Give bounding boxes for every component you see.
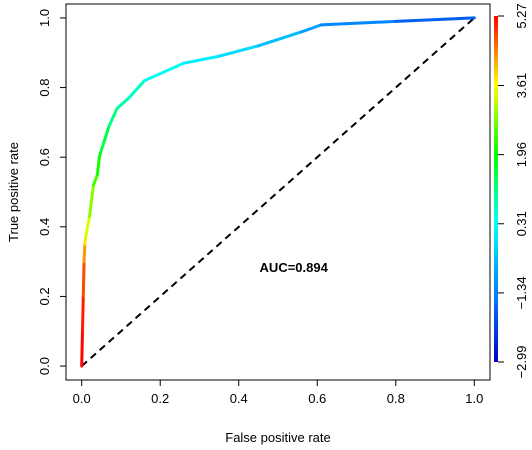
colorbar-tick-label: 0.31 [514, 211, 529, 236]
y-tick-label: 0.2 [37, 287, 52, 305]
roc-segment-0-5 [84, 214, 92, 239]
roc-segment-0-13 [127, 79, 147, 100]
roc-segment-0-0 [80, 329, 84, 368]
x-tick-label: 0.0 [73, 391, 91, 406]
x-tick-label: 0.2 [151, 391, 169, 406]
y-tick-label: 0.4 [37, 218, 52, 236]
colorbar-tick-label: 3.61 [514, 73, 529, 98]
colorbar: −2.99 −1.34 0.31 1.96 3.61 5.27 [494, 3, 529, 378]
roc-segment-0-12 [115, 96, 131, 110]
roc-curve [80, 16, 476, 368]
roc-segment-0-6 [88, 183, 95, 218]
auc-annotation: AUC=0.894 [260, 260, 329, 275]
roc-segment-0-8 [95, 155, 101, 177]
roc-segment-0-15 [182, 54, 221, 65]
colorbar-tick-label: 5.27 [514, 3, 529, 28]
x-tick-label: 0.4 [230, 391, 248, 406]
y-tick-label: 1.0 [37, 9, 52, 27]
y-axis-title: True positive rate [6, 142, 21, 242]
roc-segment-0-10 [99, 124, 111, 152]
roc-segment-0-7 [91, 173, 99, 187]
y-tick-label: 0.8 [37, 79, 52, 97]
roc-segment-0-1 [80, 294, 85, 333]
roc-segment-0-19 [319, 19, 398, 27]
x-tick-label: 1.0 [465, 391, 483, 406]
roc-segment-0-3 [82, 242, 87, 264]
x-tick-label: 0.8 [387, 391, 405, 406]
roc-segment-0-20 [394, 16, 476, 23]
colorbar-tick-label: −1.34 [514, 276, 529, 309]
roc-segment-0-16 [217, 44, 260, 58]
colorbar-tick-label: 1.96 [514, 142, 529, 167]
y-tick-label: 0.0 [37, 357, 52, 375]
roc-segment-0-11 [107, 106, 119, 128]
x-axis-title: False positive rate [225, 430, 331, 445]
roc-segment-0-14 [143, 61, 186, 83]
x-tick-label: 0.6 [308, 391, 326, 406]
roc-segment-0-2 [81, 260, 86, 298]
reference-diagonal [81, 17, 475, 367]
axis-ticks: 0.0 0.2 0.4 0.6 0.8 1.0 0.0 0.2 0.4 0.6 0.8 1.0 [37, 9, 483, 406]
roc-segment-0-17 [256, 30, 304, 48]
plot-frame [65, 3, 491, 381]
y-tick-label: 0.6 [37, 148, 52, 166]
colorbar-tick-label: −2.99 [514, 346, 529, 379]
roc-segment-0-18 [300, 23, 323, 34]
colorbar-gradient [494, 16, 498, 362]
